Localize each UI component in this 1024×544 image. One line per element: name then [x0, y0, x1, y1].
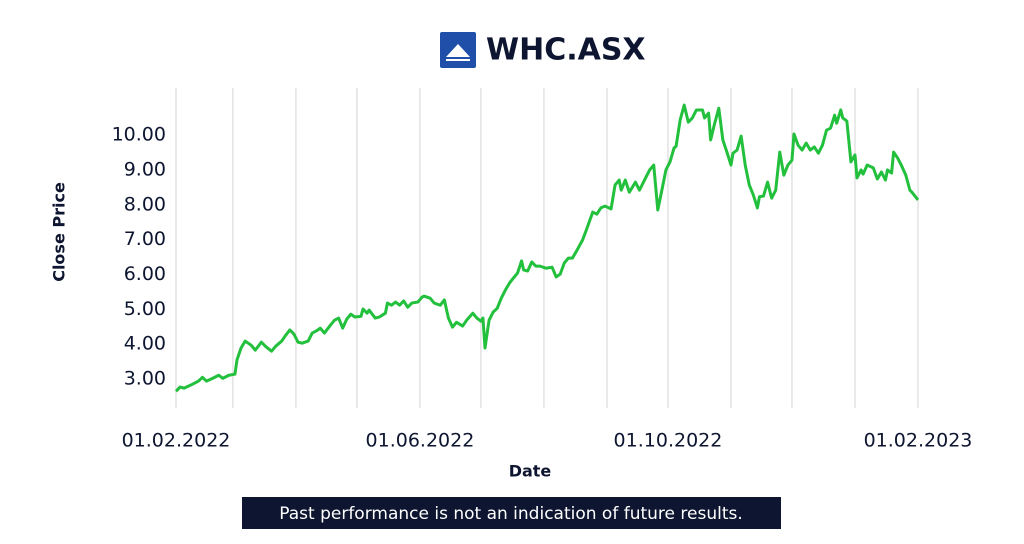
x-tick-label: 01.10.2022: [614, 430, 723, 452]
y-tick-label: 6.00: [124, 263, 166, 285]
x-tick-label: 01.02.2022: [122, 430, 231, 452]
y-tick-label: 8.00: [124, 193, 166, 215]
logo: [440, 32, 476, 68]
y-tick-label: 10.00: [112, 124, 166, 146]
y-tick-label: 3.00: [124, 368, 166, 390]
x-tick-label: 01.06.2022: [366, 430, 475, 452]
y-tick-label: 9.00: [124, 158, 166, 180]
y-axis-title: Close Price: [50, 182, 69, 282]
x-tick-label: 01.02.2023: [864, 430, 973, 452]
y-tick-label: 4.00: [124, 333, 166, 355]
y-tick-label: 7.00: [124, 228, 166, 250]
disclaimer-box: [242, 497, 781, 529]
disclaimer: Past performance is not an indication of…: [279, 504, 743, 524]
logo-mountain: [446, 44, 470, 57]
y-tick-label: 5.00: [124, 298, 166, 320]
price-line: [174, 103, 920, 393]
chart-title: WHC.ASX: [486, 33, 646, 68]
logo-base: [446, 59, 470, 61]
x-axis-title: Date: [509, 462, 552, 481]
